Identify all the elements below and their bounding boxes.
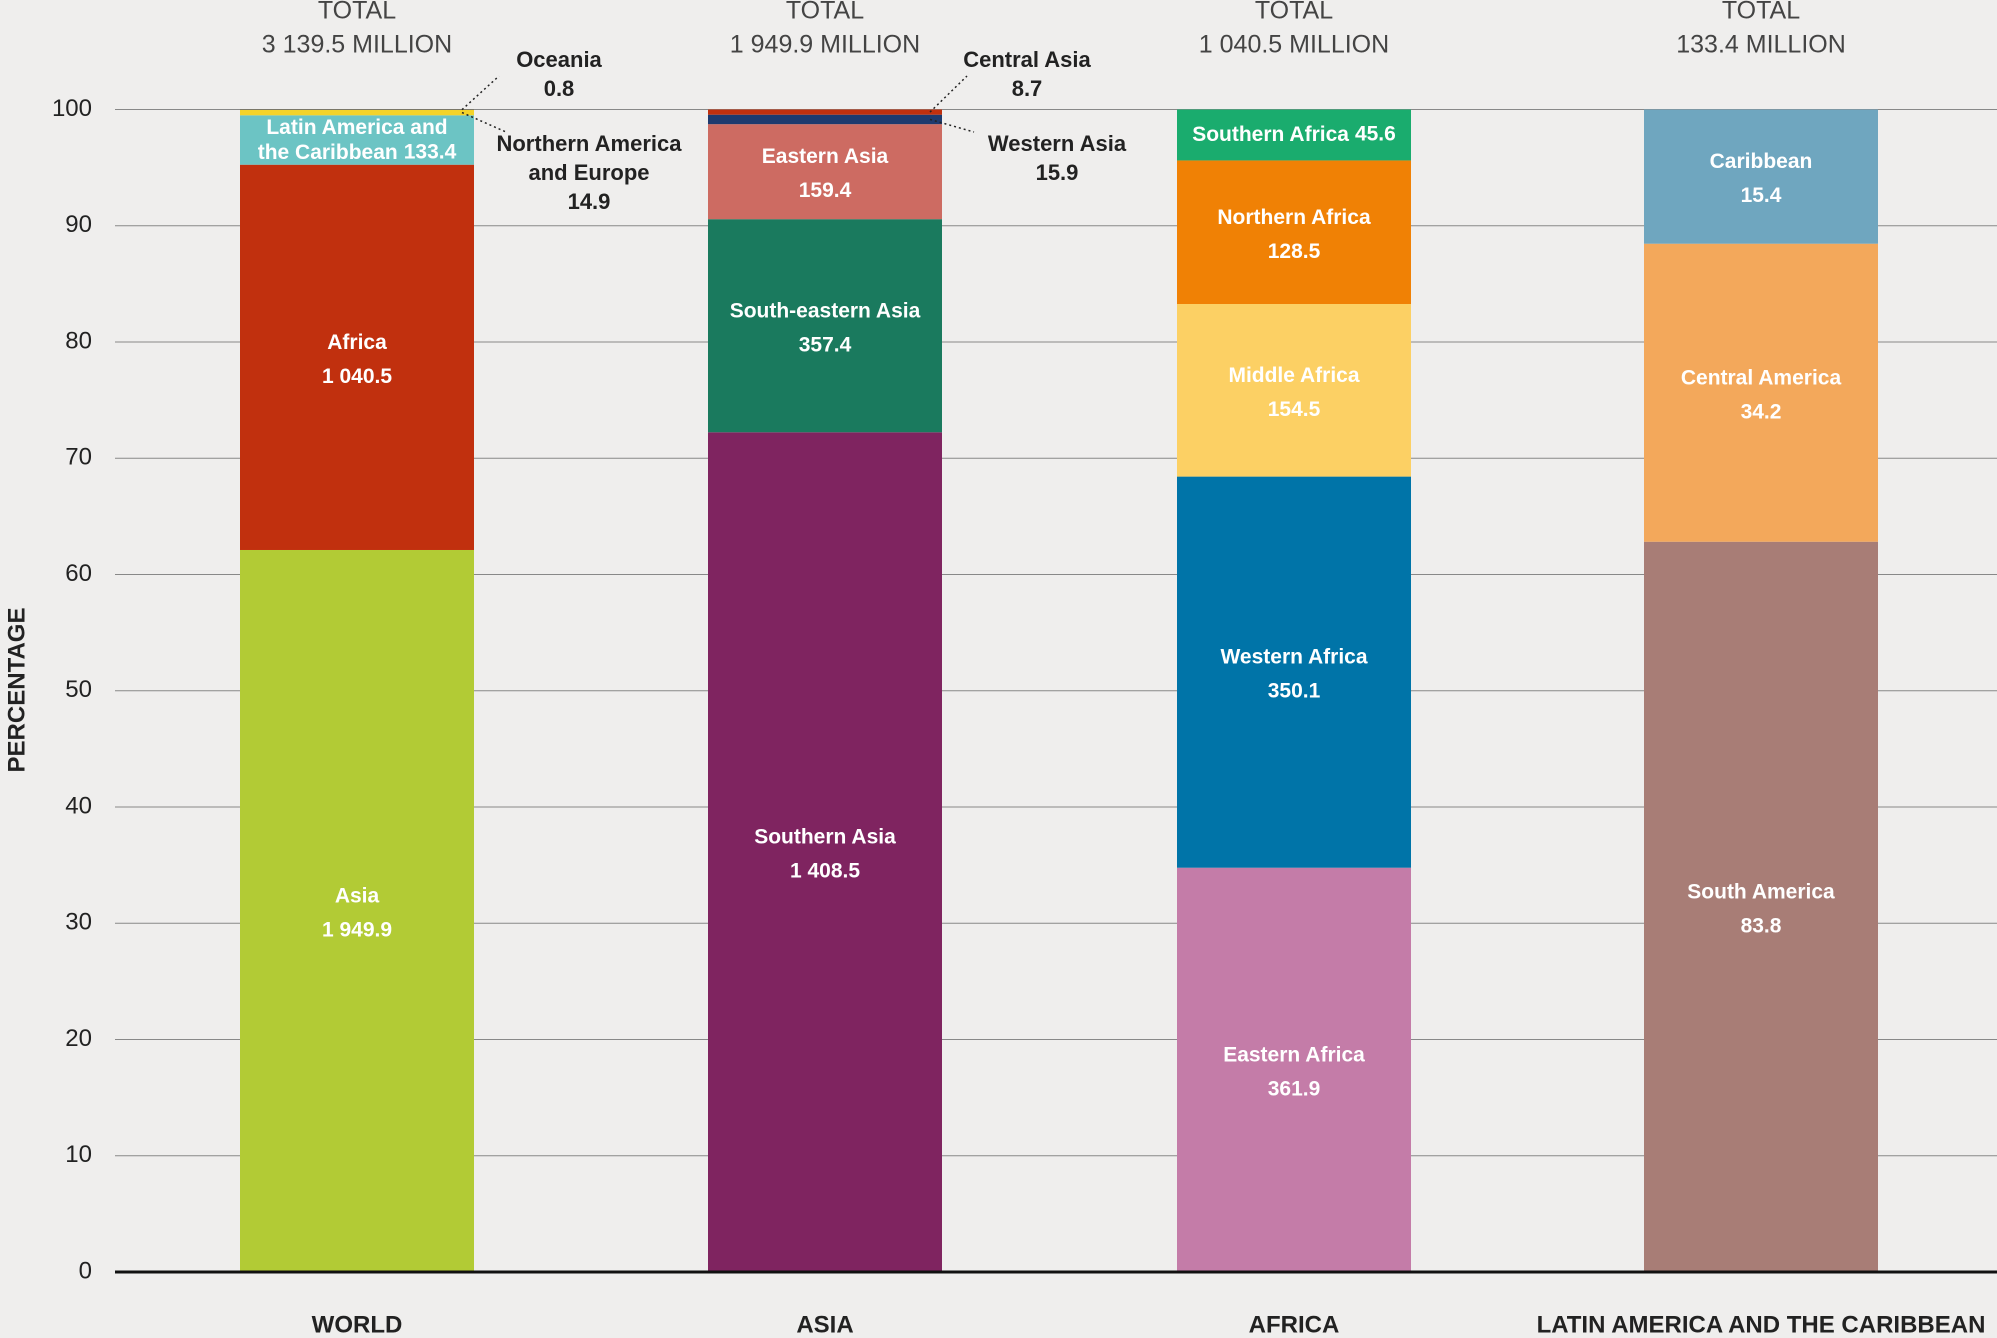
segment-name: Western Africa <box>1220 646 1367 669</box>
segment-value: 1 949.9 <box>322 919 392 942</box>
annotation-name: Western Asia <box>988 131 1127 156</box>
bar-segment <box>1644 109 1878 244</box>
annotation-value: 15.9 <box>1036 160 1079 185</box>
category-label: WORLD <box>312 1311 403 1338</box>
segment-name: Middle Africa <box>1228 364 1359 387</box>
bar-segment <box>708 219 942 433</box>
y-tick-label: 50 <box>65 676 92 703</box>
annotation-name: Central Asia <box>963 47 1091 72</box>
leader-line <box>929 75 968 113</box>
segment-value: 83.8 <box>1741 914 1782 937</box>
bar-segment <box>708 432 942 1272</box>
total-label: 3 139.5 MILLION <box>262 31 452 59</box>
segment-name: Latin America and the Caribbean <box>258 116 448 164</box>
bar-segment <box>708 114 942 125</box>
bar-segment <box>1177 867 1411 1272</box>
segment-value: 1 040.5 <box>322 365 392 388</box>
y-tick-label: 30 <box>65 909 92 936</box>
segment-value: 361.9 <box>1268 1077 1321 1100</box>
segment-name: Eastern Asia <box>762 145 889 168</box>
bar-segment <box>240 549 474 1272</box>
annotation-value: 0.8 <box>544 76 575 101</box>
segment-value: 15.4 <box>1741 184 1782 207</box>
y-tick-label: 100 <box>52 95 92 122</box>
annotation-value: 8.7 <box>1012 76 1043 101</box>
segment-name: Southern Africa <box>1192 123 1349 146</box>
y-tick-label: 40 <box>65 792 92 819</box>
bar-segment <box>240 115 474 165</box>
segment-name: Central America <box>1681 366 1842 389</box>
total-label: 1 949.9 MILLION <box>730 31 920 59</box>
total-label: 133.4 MILLION <box>1676 31 1846 59</box>
segment-name: Eastern Africa <box>1223 1043 1365 1066</box>
segment-name: Caribbean <box>1710 150 1813 173</box>
bar-segment <box>1177 476 1411 868</box>
y-tick-label: 0 <box>79 1257 92 1284</box>
segment-value: 1 408.5 <box>790 860 860 883</box>
category-label: ASIA <box>796 1311 853 1338</box>
segment-name: Southern Asia <box>754 826 896 849</box>
segment-value: 357.4 <box>799 333 852 356</box>
bar-segment <box>1177 303 1411 477</box>
total-heading: TOTAL <box>1722 0 1800 25</box>
segment-value: 350.1 <box>1268 680 1321 703</box>
bar-segment <box>240 109 474 116</box>
bar-segment <box>708 109 942 115</box>
bar-segment <box>708 124 942 220</box>
leader-line <box>461 111 507 133</box>
bar-segment <box>1177 109 1411 161</box>
bar-segment <box>240 164 474 550</box>
segment-value: 133.4 <box>404 141 457 164</box>
segment-value: 45.6 <box>1355 123 1396 146</box>
segment-name: South-eastern Asia <box>730 299 921 322</box>
annotation-name: Northern America and Europe <box>496 131 682 185</box>
bar-segment <box>1644 541 1878 1272</box>
segment-value: 34.2 <box>1741 400 1782 423</box>
category-label: LATIN AMERICA AND THE CARIBBEAN <box>1537 1311 1986 1338</box>
y-tick-label: 20 <box>65 1025 92 1052</box>
bar-segment <box>1177 160 1411 304</box>
annotation-value: 14.9 <box>568 189 611 214</box>
category-label: AFRICA <box>1249 1311 1340 1338</box>
y-axis-label: PERCENTAGE <box>3 608 30 773</box>
segment-name: Asia <box>335 885 380 908</box>
segment-value: 159.4 <box>799 179 852 202</box>
total-heading: TOTAL <box>786 0 864 25</box>
y-tick-label: 80 <box>65 327 92 354</box>
segment-name: South America <box>1687 880 1835 903</box>
y-tick-label: 60 <box>65 560 92 587</box>
total-heading: TOTAL <box>1255 0 1333 25</box>
segment-name: Northern Africa <box>1217 206 1371 229</box>
segment-value: 128.5 <box>1268 240 1321 263</box>
bar-segment <box>1644 243 1878 542</box>
annotation-name: Oceania <box>516 47 602 72</box>
total-heading: TOTAL <box>318 0 396 25</box>
segment-name: Africa <box>327 331 387 354</box>
y-tick-label: 70 <box>65 444 92 471</box>
leader-line <box>461 75 500 111</box>
y-tick-label: 90 <box>65 211 92 238</box>
y-tick-label: 10 <box>65 1141 92 1168</box>
total-label: 1 040.5 MILLION <box>1199 31 1389 59</box>
segment-value: 154.5 <box>1268 398 1321 421</box>
